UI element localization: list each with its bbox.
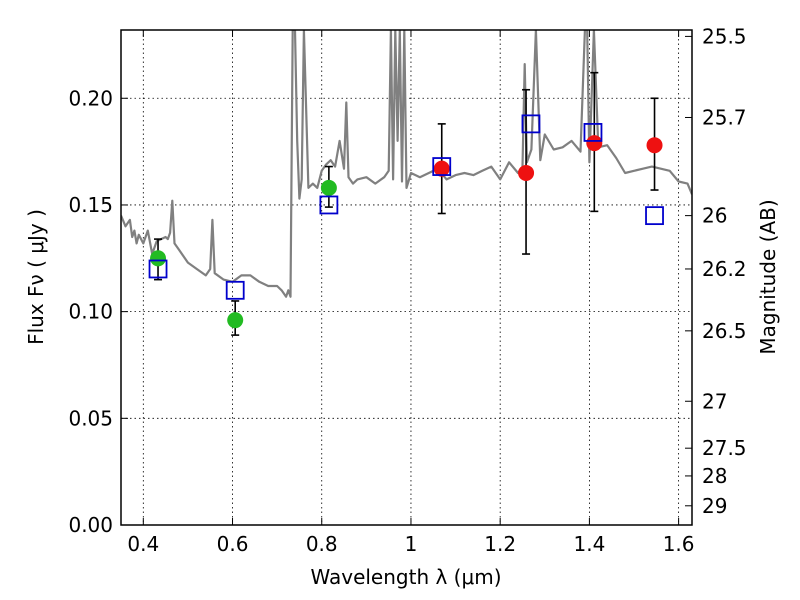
model-flux-square [521,114,541,134]
flux-point [320,179,337,196]
y-tick-label: 0.00 [68,513,113,537]
y-tick-label: 0.20 [68,86,113,110]
flux-point [150,250,167,267]
y2-tick-label: 26 [702,204,727,228]
y2-tick-label: 26.5 [702,319,747,343]
model-spectrum-line [121,30,692,298]
y2-tick-label: 27.5 [702,436,747,460]
y2-tick-label: 27 [702,389,727,413]
y2-tick-label: 26.2 [702,257,747,281]
grid [121,30,692,526]
flux-point [433,160,450,177]
x-tick-label: 1.6 [663,532,695,556]
y-tick-label: 0.05 [68,406,113,430]
x-tick-label: 0.4 [127,532,159,556]
model-flux-square [432,157,452,176]
y-tick-label: 0.15 [68,193,113,217]
x-axis-label: Wavelength λ (μm) [310,565,501,589]
plot-frame [120,29,693,526]
model-flux-square [645,206,664,226]
y-axis-label: Flux Fν ( μJy ) [24,209,48,345]
x-tick-label: 0.6 [217,532,249,556]
model-flux-square [148,259,168,279]
flux-point [518,164,535,181]
model-flux-square [225,280,245,300]
model-flux-square [319,195,339,215]
y2-tick-label: 28 [702,464,727,488]
y-tick-label: 0.10 [68,300,113,324]
flux-point [646,137,663,154]
y2-tick-label: 25.7 [702,105,747,129]
y2-axis-label: Magnitude (AB) [756,199,780,354]
flux-point [227,312,244,329]
y2-tick-label: 29 [702,494,727,518]
x-tick-label: 1.4 [573,532,605,556]
x-tick-label: 0.8 [306,532,338,556]
flux-point [586,135,603,152]
plot-area [121,30,692,336]
x-tick-label: 1.2 [484,532,516,556]
x-tick-label: 1 [405,532,418,556]
y2-tick-label: 25.5 [702,24,747,48]
model-flux-square [583,123,603,142]
ticks: 0.4 0.6 0.8 1 1.2 1.4 1.6 0.00 0.05 0.10 0.15 0.20 2… [68,24,746,556]
